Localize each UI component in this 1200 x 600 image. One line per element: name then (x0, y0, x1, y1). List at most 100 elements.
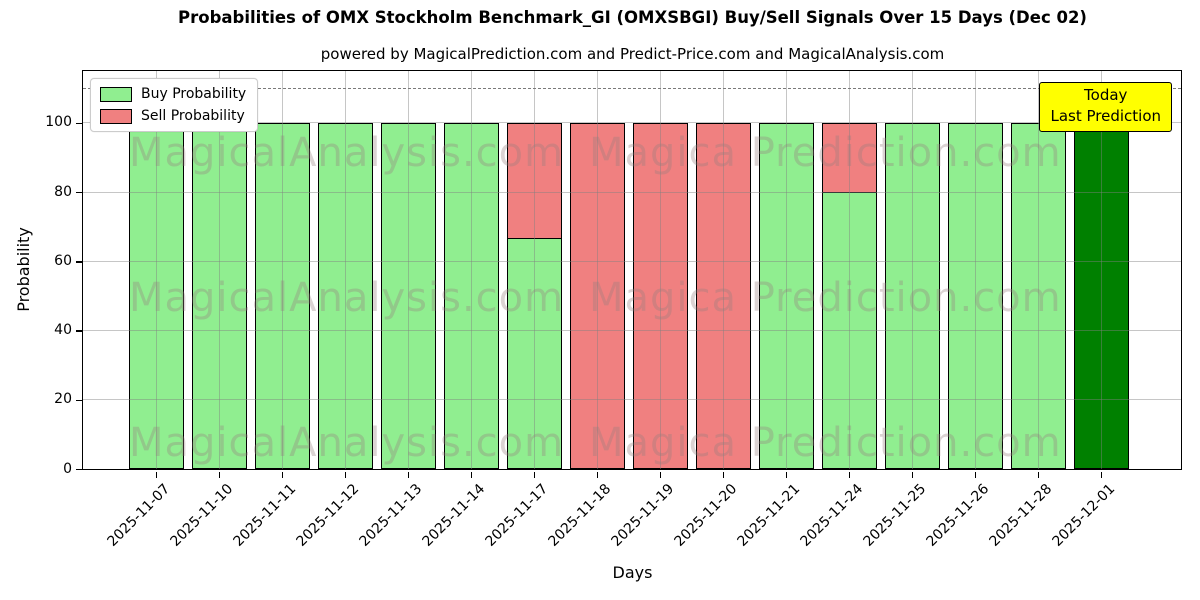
bar-segment-buy (254, 122, 310, 469)
bar-segment-buy (380, 122, 436, 469)
gridline-horizontal (83, 260, 1181, 262)
x-tick-label: 2025-12-01 (1048, 481, 1118, 550)
watermark-text: Magica Prediction.com (589, 275, 1062, 321)
gridline-vertical (470, 71, 472, 469)
x-tick-label: 2025-11-13 (355, 481, 425, 550)
x-tick-mark (344, 471, 347, 478)
gridline-vertical (911, 71, 913, 469)
gridline-vertical (596, 71, 598, 469)
y-tick-label: 20 (54, 391, 72, 408)
x-tick-mark (596, 471, 599, 478)
gridline-horizontal (83, 191, 1181, 193)
x-tick-mark (659, 471, 662, 478)
gridline-vertical (974, 71, 976, 469)
chart-title: Probabilities of OMX Stockholm Benchmark… (178, 8, 1087, 27)
bar-segment-sell (506, 122, 562, 240)
gridline-vertical (659, 71, 661, 469)
legend-item-buy: Buy Probability (100, 86, 246, 102)
plot-area: MagicalAnalysis.com Magica Prediction.com… (82, 70, 1182, 470)
gridline-vertical (533, 71, 535, 469)
x-tick-mark (911, 471, 914, 478)
x-tick-label: 2025-11-25 (859, 481, 929, 550)
x-tick-mark (155, 471, 158, 478)
x-tick-label: 2025-11-12 (292, 481, 362, 550)
watermark-text: MagicalAnalysis.com (129, 420, 565, 466)
watermark-text: MagicalAnalysis.com (129, 130, 565, 176)
today-annotation-line1: Today (1084, 86, 1128, 104)
bar-segment-buy (1010, 122, 1066, 469)
legend-swatch-buy (100, 86, 132, 102)
x-tick-mark (407, 471, 410, 478)
gridline-vertical (722, 71, 724, 469)
watermark-layer: MagicalAnalysis.com Magica Prediction.com… (83, 71, 1181, 469)
legend-label-buy: Buy Probability (141, 86, 247, 102)
gridline-horizontal (83, 330, 1181, 332)
x-tick-label: 2025-11-26 (922, 481, 992, 550)
today-annotation-line2: Last Prediction (1050, 107, 1161, 125)
y-tick-label: 60 (54, 252, 72, 269)
x-tick-mark (785, 471, 788, 478)
gridline-vertical (1037, 71, 1039, 469)
bar-segment-buy (506, 238, 562, 469)
bars-layer (83, 71, 1181, 469)
x-tick-label: 2025-11-21 (733, 481, 803, 550)
bar-segment-buy (128, 122, 184, 469)
y-tick-mark (76, 191, 82, 194)
bar-segment-buy (1073, 122, 1129, 469)
grid-layer (83, 71, 1181, 469)
x-tick-mark (533, 471, 536, 478)
x-tick-mark (974, 471, 977, 478)
bar-segment-sell (695, 122, 751, 469)
bar-segment-buy (443, 122, 499, 469)
x-tick-mark (1100, 471, 1103, 478)
x-tick-label: 2025-11-10 (166, 481, 236, 550)
legend: Buy Probability Sell Probability (90, 78, 259, 132)
x-tick-label: 2025-11-19 (607, 481, 677, 550)
x-axis-label: Days (612, 563, 653, 582)
gridline-vertical (407, 71, 409, 469)
gridline-vertical (785, 71, 787, 469)
bar-segment-sell (569, 122, 625, 469)
legend-label-sell: Sell Probability (141, 108, 245, 124)
x-tick-label: 2025-11-24 (796, 481, 866, 550)
y-tick-mark (76, 261, 82, 263)
watermark-text: Magica Prediction.com (589, 420, 1062, 466)
x-tick-mark (722, 471, 725, 478)
x-tick-label: 2025-11-07 (103, 481, 173, 550)
threshold-dashed-line (83, 88, 1181, 90)
y-tick-mark (76, 399, 82, 401)
x-tick-label: 2025-11-11 (229, 481, 299, 550)
y-tick-mark (76, 330, 82, 332)
gridline-vertical (848, 71, 850, 469)
bar-segment-buy (947, 122, 1003, 469)
y-tick-label: 40 (54, 322, 72, 339)
gridline-vertical (281, 71, 283, 469)
x-tick-mark (1037, 471, 1040, 478)
watermark-text: Magica Prediction.com (589, 130, 1062, 176)
y-tick-label: 0 (63, 460, 72, 477)
x-tick-label: 2025-11-28 (985, 481, 1055, 550)
bar-segment-buy (884, 122, 940, 469)
bar-segment-sell (821, 122, 877, 194)
bar-segment-buy (191, 122, 247, 469)
y-tick-label: 100 (45, 114, 72, 131)
x-tick-label: 2025-11-17 (481, 481, 551, 550)
bar-segment-buy (821, 192, 877, 469)
x-tick-mark (470, 471, 473, 478)
bar-segment-buy (317, 122, 373, 469)
x-tick-mark (218, 471, 221, 478)
legend-swatch-sell (100, 108, 132, 124)
x-tick-label: 2025-11-18 (544, 481, 614, 550)
watermark-text: MagicalAnalysis.com (129, 275, 565, 321)
x-tick-mark (848, 471, 851, 478)
legend-item-sell: Sell Probability (100, 108, 246, 124)
x-tick-label: 2025-11-14 (418, 481, 488, 550)
today-annotation-box: Today Last Prediction (1039, 82, 1172, 132)
gridline-vertical (155, 71, 157, 469)
x-tick-mark (281, 471, 284, 478)
gridline-vertical (344, 71, 346, 469)
gridline-vertical (218, 71, 220, 469)
y-tick-label: 80 (54, 183, 72, 200)
gridline-horizontal (83, 399, 1181, 401)
